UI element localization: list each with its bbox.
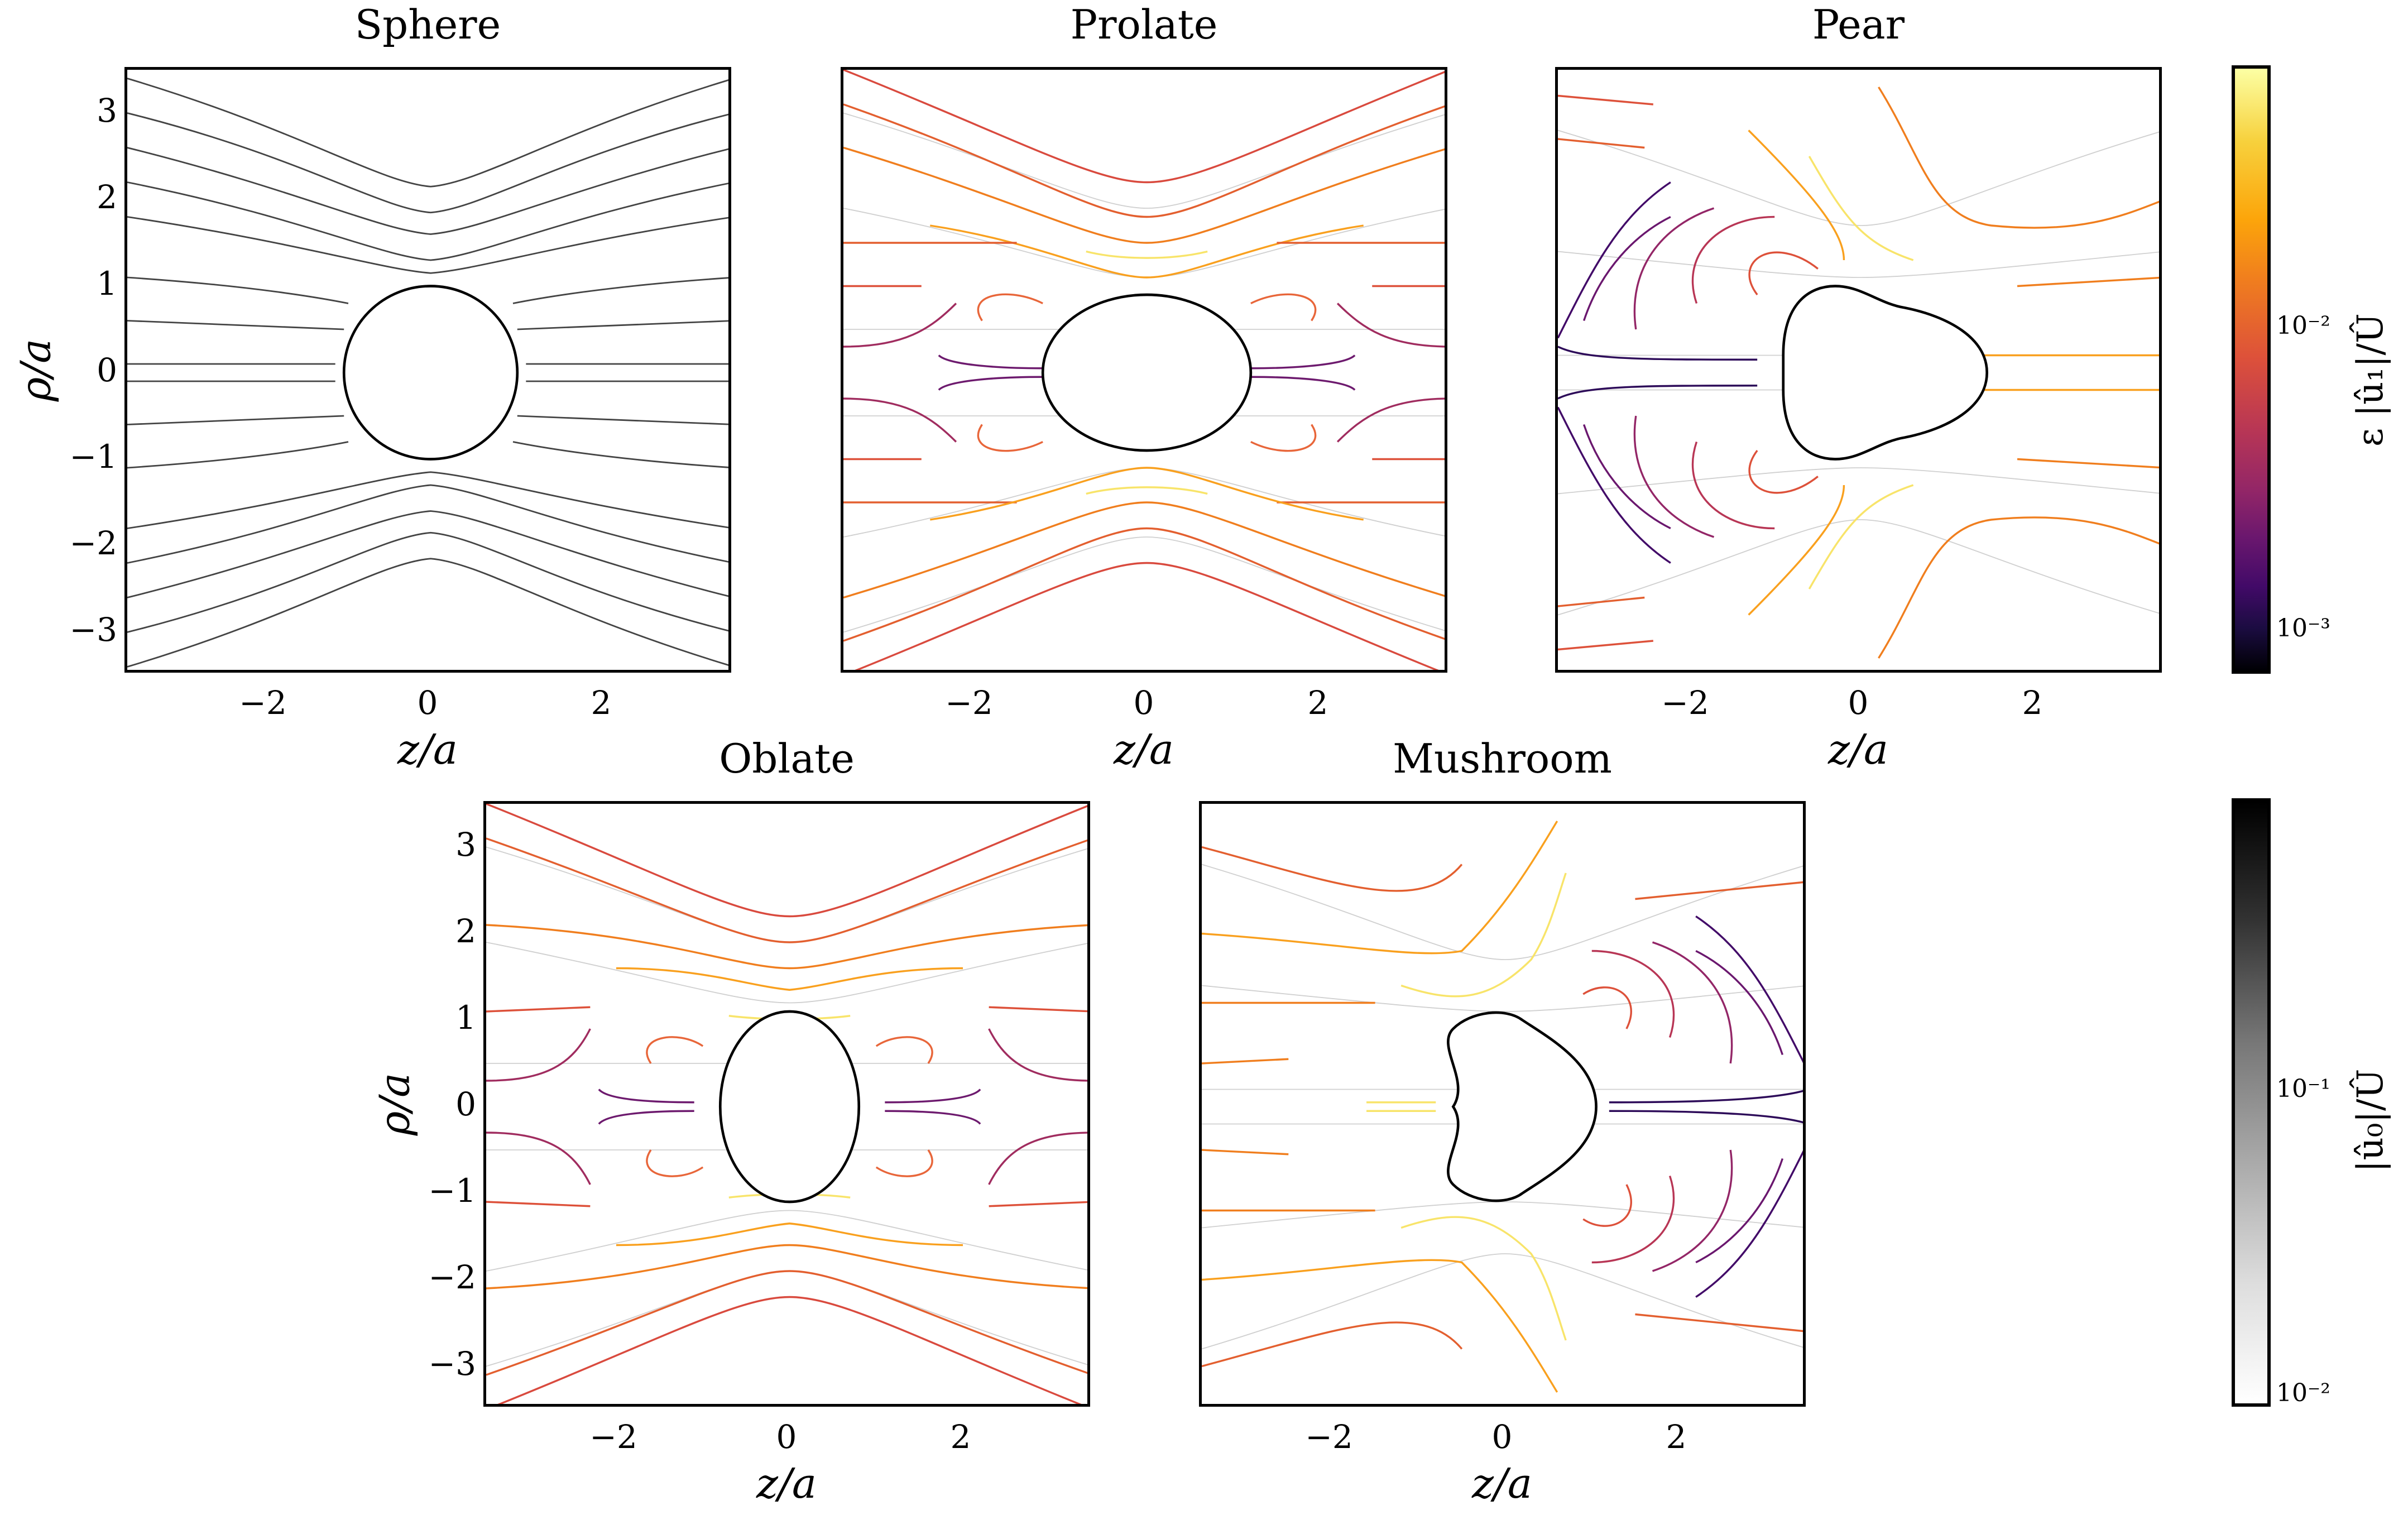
x-tick: 2 [950,1418,971,1456]
x-axis-label: z/a [756,1460,817,1508]
x-tick: −2 [589,1418,637,1456]
y-tick: −2 [428,1258,477,1296]
colorbar-tick: 10⁻² [2276,311,2330,340]
x-tick: 0 [1848,684,1869,722]
panel-pear: Pear [1555,1,2162,774]
x-axis-label: z/a [1113,726,1174,774]
streamlines-oblate [486,804,1087,1404]
panel-title: Sphere [354,1,501,48]
streamlines-mushroom [1202,821,1803,1393]
y-tick: 3 [455,826,476,864]
streamlines-prolate [843,70,1445,670]
panel-oblate: Oblate [371,735,1090,1508]
panel-title: Mushroom [1393,735,1612,782]
plot-area [483,801,1090,1407]
panel-sphere: Sphere [12,1,731,774]
y-axis-label: ρ/a [371,1072,419,1136]
y-tick: −3 [69,611,118,649]
colorbar-tick: 10⁻¹ [2276,1075,2330,1103]
colorbar-gray [2232,798,2271,1407]
colorbar-tick: 10⁻³ [2276,614,2330,643]
x-tick: 2 [2022,684,2043,722]
plot-area [841,67,1447,673]
x-tick: −2 [1305,1418,1353,1456]
colorbar-label: |û₀|/Û [2350,1068,2391,1173]
plot-area [1199,801,1806,1407]
y-tick: −3 [428,1345,477,1383]
colorbar-label: ε |û₁|/Û [2350,313,2391,447]
y-tick: 3 [97,92,117,130]
x-tick: 2 [1666,1418,1687,1456]
panel-title: Pear [1812,1,1905,48]
x-tick: 0 [417,684,438,722]
x-axis-label: z/a [1827,726,1889,774]
y-tick: 0 [97,351,117,389]
panel-title: Oblate [719,735,855,782]
panel-prolate: Prolate [841,1,1447,774]
x-tick: −2 [239,684,287,722]
x-tick: 2 [591,684,612,722]
plot-area [1555,67,2162,673]
plot-area [124,67,731,673]
y-tick: 0 [455,1085,476,1123]
y-tick: −1 [428,1172,477,1210]
colorbar-tick: 10⁻² [2276,1379,2330,1407]
x-tick: −2 [1661,684,1709,722]
colorbar-inferno [2232,65,2271,674]
panel-mushroom: Mushroom [1199,735,1806,1508]
y-tick: 1 [97,265,117,303]
x-axis-label: z/a [397,726,458,774]
streamlines-sphere [127,78,728,668]
y-axis-label: ρ/a [12,338,60,402]
y-tick: 2 [455,912,476,950]
y-tick: −1 [69,438,118,476]
y-tick: 2 [97,178,117,216]
panel-title: Prolate [1070,1,1218,48]
x-tick: 2 [1307,684,1328,722]
x-tick: 0 [1491,1418,1513,1456]
y-tick: −2 [69,524,118,562]
x-tick: −2 [945,684,993,722]
y-tick: 1 [455,999,476,1037]
x-axis-label: z/a [1471,1460,1533,1508]
x-tick: 0 [1133,684,1154,722]
streamlines-pear [1558,87,2159,659]
x-tick: 0 [776,1418,797,1456]
